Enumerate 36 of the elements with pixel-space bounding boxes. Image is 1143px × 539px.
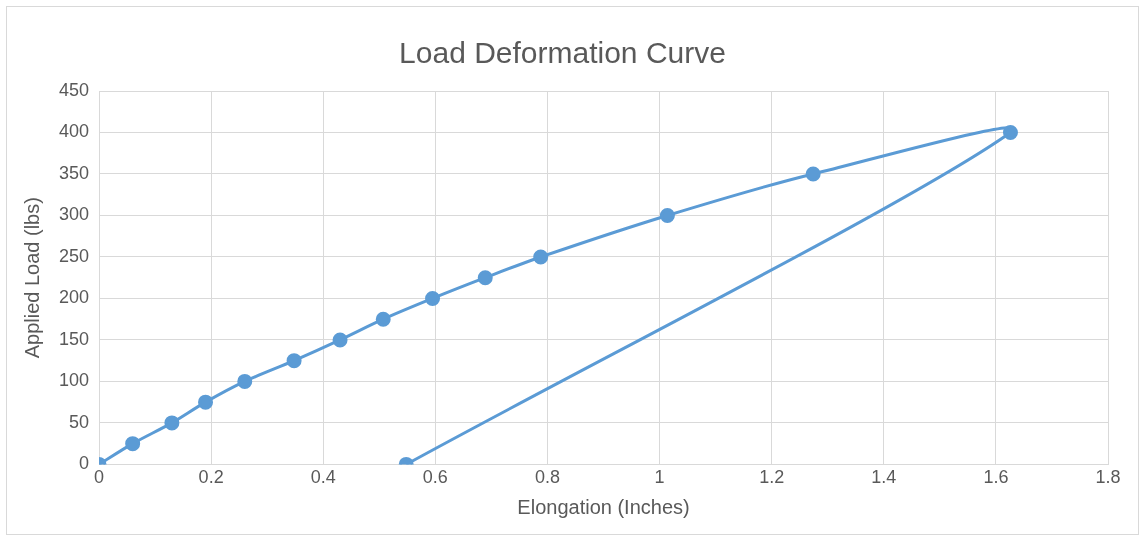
x-tick-label: 0.2 — [198, 467, 224, 488]
x-axis-title: Elongation (Inches) — [517, 495, 690, 518]
point — [164, 415, 180, 431]
point — [375, 311, 391, 327]
x-tick-label: 0.4 — [310, 467, 336, 488]
y-tick-label: 100 — [58, 370, 90, 391]
y-tick-label: 400 — [58, 121, 90, 142]
x-tick-label: 1.8 — [1095, 467, 1121, 488]
x-tick-label: 1.2 — [759, 467, 785, 488]
x-tick-label: 1.6 — [983, 467, 1009, 488]
point — [286, 353, 302, 369]
point — [237, 373, 253, 389]
y-tick-label: 450 — [58, 79, 90, 100]
x-tick-label: 0 — [94, 467, 105, 488]
y-axis-title: Applied Load (lbs) — [20, 197, 43, 359]
y-tick-label: 200 — [58, 287, 90, 308]
point — [198, 394, 214, 410]
y-tick-label: 0 — [79, 453, 90, 474]
point — [332, 332, 348, 348]
y-tick-label: 350 — [58, 162, 90, 183]
point — [659, 207, 675, 223]
y-tick-label: 50 — [69, 411, 90, 432]
point — [477, 270, 493, 286]
chart-title: Load Deformation Curve — [399, 36, 726, 70]
x-tick-label: 0.6 — [422, 467, 448, 488]
point — [805, 166, 821, 182]
x-tick-label: 1.4 — [871, 467, 897, 488]
x-tick-label: 1 — [654, 467, 665, 488]
point — [533, 249, 549, 265]
point — [125, 436, 141, 452]
x-tick-label: 0.8 — [534, 467, 560, 488]
point — [425, 290, 441, 306]
y-tick-label: 300 — [58, 204, 90, 225]
y-tick-label: 250 — [58, 245, 90, 266]
point — [1002, 124, 1018, 140]
y-tick-label: 150 — [58, 328, 90, 349]
